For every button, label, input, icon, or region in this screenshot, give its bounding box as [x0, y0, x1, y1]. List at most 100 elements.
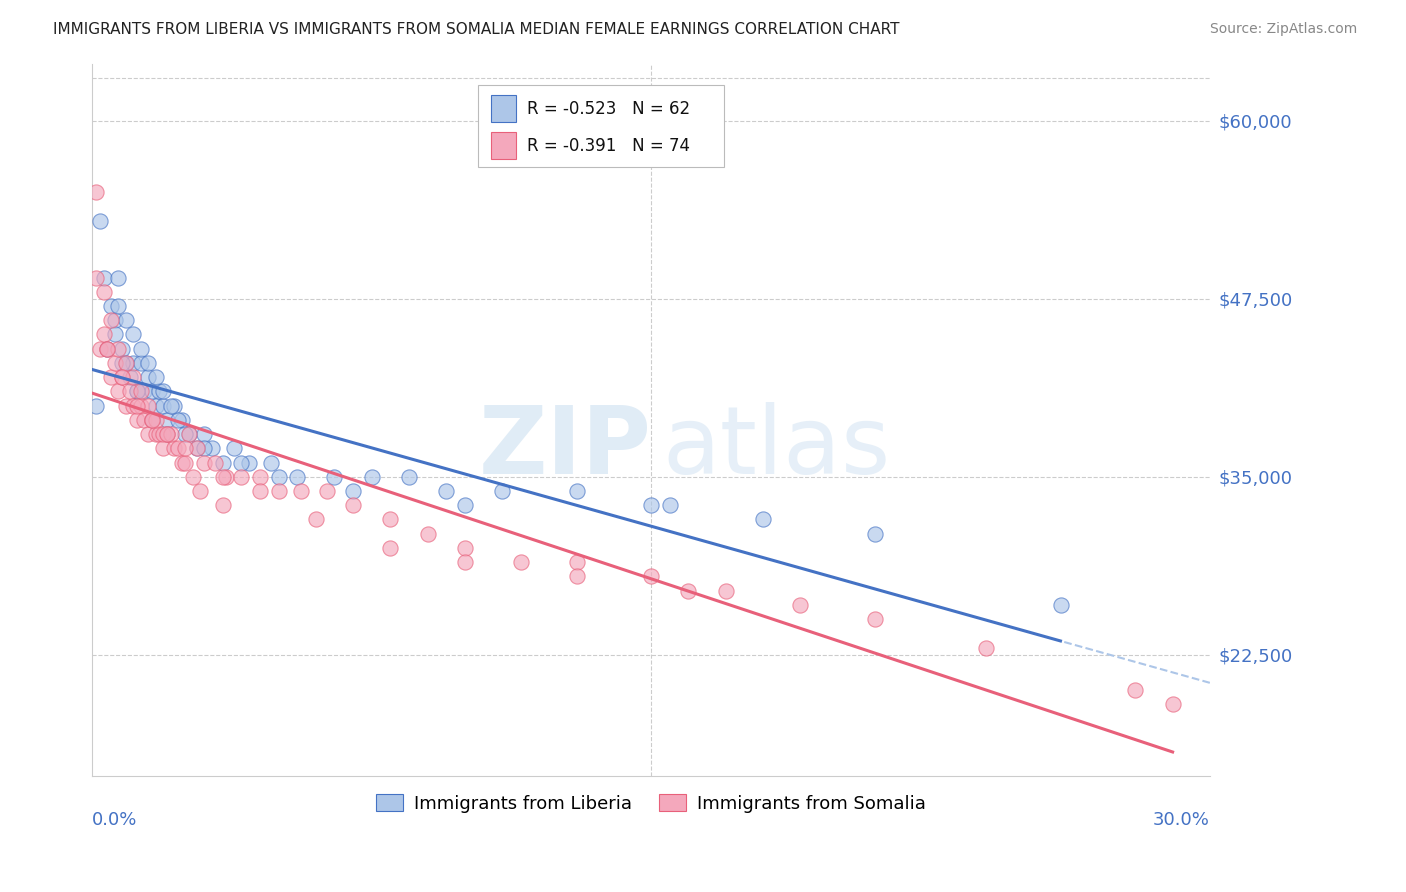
Point [658, 498, 681, 512]
Point [167, 442, 190, 456]
Point [398, 469, 420, 483]
Point [141, 384, 163, 399]
Point [163, 399, 186, 413]
Point [136, 356, 159, 370]
Point [170, 413, 193, 427]
Point [267, 469, 290, 483]
Point [231, 456, 253, 470]
Point [129, 356, 152, 370]
Point [181, 469, 204, 483]
Point [84, 270, 107, 285]
Point [238, 456, 260, 470]
Point [156, 427, 179, 442]
Point [84, 185, 107, 199]
Point [167, 413, 190, 427]
Point [84, 399, 107, 413]
Point [174, 427, 197, 442]
Point [211, 498, 233, 512]
Point [111, 370, 134, 384]
Point [380, 512, 402, 526]
Point [136, 370, 159, 384]
Point [714, 583, 737, 598]
Point [118, 384, 141, 399]
Text: 30.0%: 30.0% [1153, 811, 1211, 830]
Point [316, 483, 339, 498]
Point [789, 598, 811, 612]
Point [148, 384, 170, 399]
Point [118, 370, 141, 384]
Point [104, 313, 127, 327]
Point [170, 456, 193, 470]
Point [93, 285, 115, 299]
Point [416, 526, 439, 541]
Bar [491, 95, 516, 122]
Point [156, 413, 179, 427]
Point [249, 483, 271, 498]
Point [360, 469, 382, 483]
Point [976, 640, 998, 655]
Point [104, 356, 127, 370]
Point [145, 427, 167, 442]
Point [100, 299, 122, 313]
Point [678, 583, 700, 598]
Point [89, 342, 111, 356]
Point [342, 498, 364, 512]
Point [222, 442, 245, 456]
Point [107, 270, 129, 285]
Point [100, 370, 122, 384]
Point [104, 327, 127, 342]
Point [93, 327, 115, 342]
Point [125, 413, 148, 427]
Legend: Immigrants from Liberia, Immigrants from Somalia: Immigrants from Liberia, Immigrants from… [368, 787, 934, 820]
Point [129, 399, 152, 413]
Point [491, 483, 513, 498]
Point [159, 399, 181, 413]
Point [115, 356, 138, 370]
Point [1125, 683, 1147, 698]
Point [122, 356, 145, 370]
Point [134, 413, 156, 427]
Point [96, 342, 118, 356]
Point [115, 356, 138, 370]
Point [129, 342, 152, 356]
Point [211, 469, 233, 483]
Point [96, 342, 118, 356]
Point [193, 442, 215, 456]
Text: R = -0.391   N = 74: R = -0.391 N = 74 [527, 136, 690, 154]
Point [129, 384, 152, 399]
Point [863, 526, 886, 541]
Point [215, 469, 238, 483]
Point [204, 456, 226, 470]
Point [107, 342, 129, 356]
Point [122, 370, 145, 384]
Point [249, 469, 271, 483]
Point [1050, 598, 1073, 612]
Point [186, 442, 208, 456]
Point [125, 384, 148, 399]
Point [186, 442, 208, 456]
Point [260, 456, 283, 470]
Point [231, 469, 253, 483]
Point [145, 413, 167, 427]
Point [565, 483, 588, 498]
Point [115, 399, 138, 413]
Point [159, 427, 181, 442]
Point [565, 555, 588, 569]
Point [380, 541, 402, 555]
Point [141, 413, 163, 427]
Point [509, 555, 531, 569]
Point [640, 498, 662, 512]
Point [434, 483, 457, 498]
Point [156, 427, 179, 442]
Point [100, 313, 122, 327]
Point [152, 399, 174, 413]
Point [134, 384, 156, 399]
Point [454, 555, 477, 569]
Point [454, 498, 477, 512]
Point [640, 569, 662, 583]
Point [200, 442, 222, 456]
Text: R = -0.523   N = 62: R = -0.523 N = 62 [527, 100, 690, 118]
Point [752, 512, 775, 526]
Point [145, 370, 167, 384]
Point [174, 456, 197, 470]
